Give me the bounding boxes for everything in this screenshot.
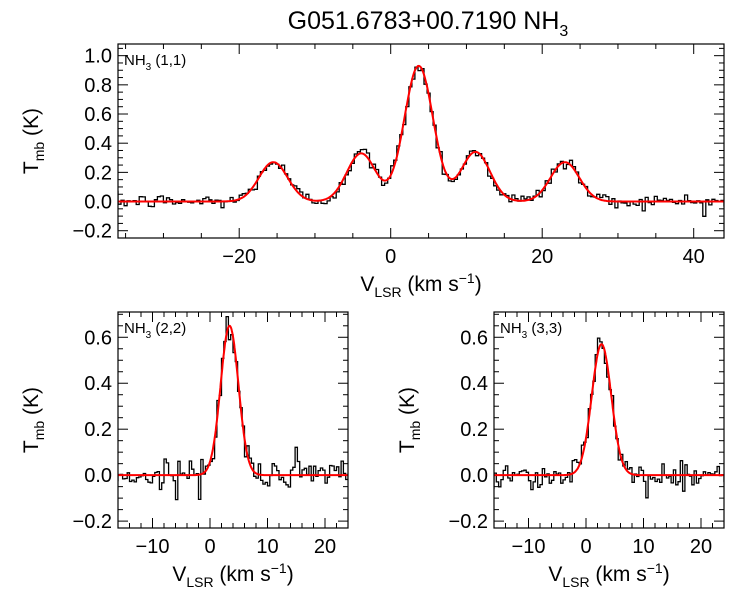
y-tick-label: 0.4 (84, 373, 112, 395)
y-tick-label: −0.2 (73, 221, 112, 243)
observed-spectrum-histogram (118, 66, 724, 217)
y-tick-label: 0.8 (84, 75, 112, 97)
gaussian-fit-line (494, 343, 724, 477)
y-tick-label: 0.0 (84, 465, 112, 487)
y-tick-label: 0.4 (84, 133, 112, 155)
y-tick-label: 0.6 (460, 327, 488, 349)
gaussian-fit-line (118, 64, 724, 203)
x-axis-label: VLSR (km s−1) (360, 270, 481, 300)
x-tick-label: 0 (204, 536, 215, 558)
x-axis-label: VLSR (km s−1) (172, 560, 293, 590)
transition-annotation: NH3 (3,3) (500, 320, 562, 341)
observed-spectrum-histogram (494, 337, 724, 499)
figure-title: G051.6783+00.7190 NH3 (288, 7, 569, 40)
y-tick-label: 0.4 (460, 373, 488, 395)
y-axis-label: Tmb (K) (20, 108, 47, 174)
gaussian-fit-line (118, 324, 348, 477)
plot-frame (117, 311, 349, 529)
x-tick-label: 20 (314, 536, 336, 558)
transition-annotation: NH3 (1,1) (124, 52, 186, 73)
y-tick-label: 0.6 (84, 327, 112, 349)
y-tick-label: 0.0 (84, 192, 112, 214)
y-tick-label: 1.0 (84, 46, 112, 68)
x-tick-label: −10 (136, 536, 170, 558)
x-tick-label: 20 (690, 536, 712, 558)
y-axis-label: Tmb (K) (396, 387, 423, 453)
plot-frame (493, 311, 725, 529)
transition-annotation: NH3 (2,2) (124, 320, 186, 341)
y-tick-label: 0.2 (84, 419, 112, 441)
panel-p22: −10 0 10 20 −0.2 0.0 0.2 0.4 0.6 NH3 (2,2) VLSR (k… (20, 311, 349, 590)
x-tick-label: −20 (222, 246, 256, 268)
y-tick-label: 0.0 (460, 465, 488, 487)
y-axis-label: Tmb (K) (20, 387, 47, 453)
x-tick-label: 0 (385, 246, 396, 268)
x-tick-label: 10 (632, 536, 654, 558)
y-tick-label: 0.6 (84, 104, 112, 126)
y-tick-label: −0.2 (73, 511, 112, 533)
x-tick-label: 0 (580, 536, 591, 558)
x-tick-label: 10 (256, 536, 278, 558)
x-axis-label: VLSR (km s−1) (548, 560, 669, 590)
y-tick-label: 0.2 (460, 419, 488, 441)
panel-p33: −10 0 10 20 −0.2 0.0 0.2 0.4 0.6 NH3 (3,3) VLSR (k… (396, 311, 725, 590)
plot-frame (117, 43, 725, 239)
panel-p11: −20 0 20 40 −0.2 0.0 0.2 0.4 0.6 0.8 1.0 NH3 (1,1) V… (20, 43, 725, 300)
y-tick-label: 0.2 (84, 162, 112, 184)
x-tick-label: −10 (512, 536, 546, 558)
x-tick-label: 40 (683, 246, 705, 268)
y-tick-label: −0.2 (449, 511, 488, 533)
x-tick-label: 20 (531, 246, 553, 268)
